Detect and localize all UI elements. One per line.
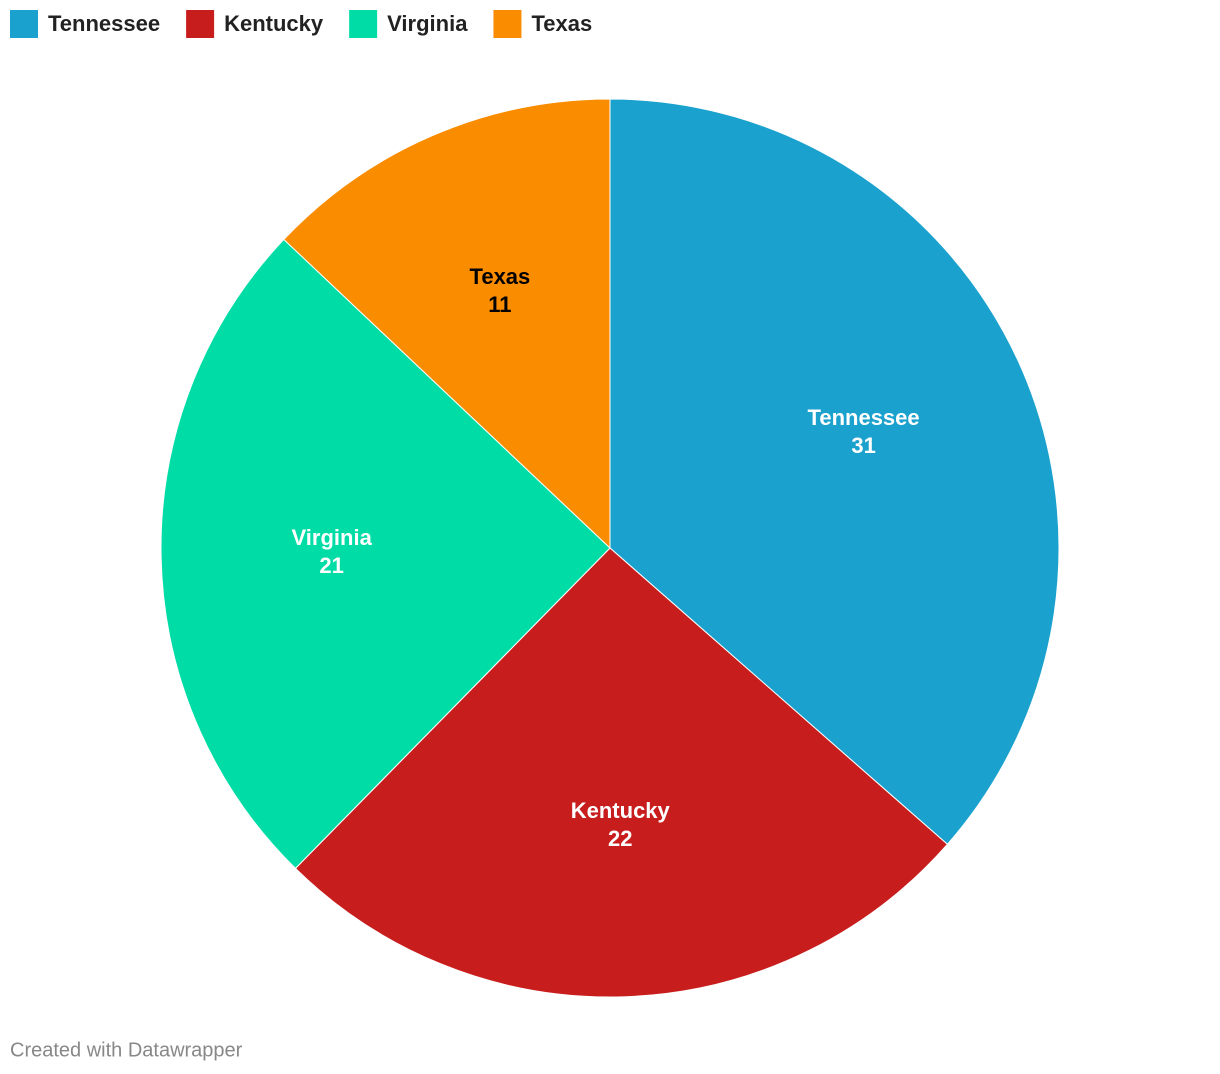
legend-label: Tennessee bbox=[48, 11, 160, 36]
pie-slice bbox=[609, 98, 1060, 846]
legend-label: Kentucky bbox=[224, 11, 324, 36]
slice-label: Texas bbox=[470, 264, 531, 289]
legend-swatch bbox=[10, 10, 38, 38]
legend-label: Virginia bbox=[387, 11, 468, 36]
credit: Created with Datawrapper bbox=[10, 1039, 243, 1061]
legend-swatch bbox=[186, 10, 215, 38]
pie-slice bbox=[294, 547, 949, 998]
legend-label: Texas bbox=[531, 11, 592, 36]
slice-value: 11 bbox=[488, 292, 511, 317]
slice-value: 31 bbox=[851, 433, 875, 458]
pie-slice bbox=[283, 98, 611, 550]
slice-label: Kentucky bbox=[571, 798, 671, 823]
slice-value: 22 bbox=[608, 826, 632, 851]
slice-value: 21 bbox=[319, 553, 343, 578]
legend-swatch bbox=[493, 10, 522, 38]
slice-label: Virginia bbox=[292, 525, 373, 550]
slice-label: Tennessee bbox=[808, 405, 920, 430]
pie-slice bbox=[160, 238, 611, 870]
legend-swatch bbox=[349, 10, 378, 38]
